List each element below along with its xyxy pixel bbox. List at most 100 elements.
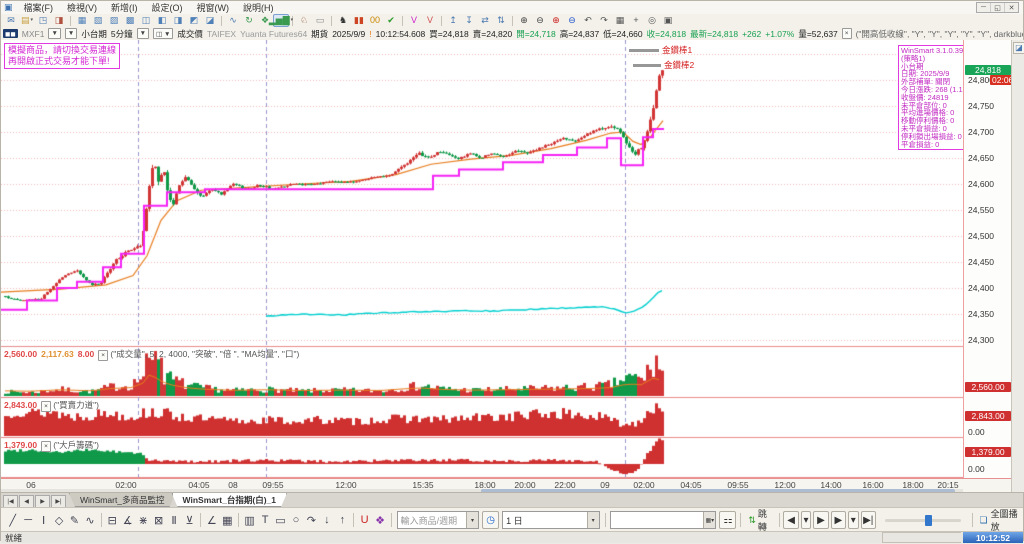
vertical-line-tool-icon[interactable]: Ⅰ [36, 511, 51, 529]
pause-bars-icon[interactable]: ▮▮ [351, 14, 367, 27]
link-indicator-icon[interactable]: ∿ [225, 14, 241, 27]
window-layout-icon-8[interactable]: ◩ [186, 14, 202, 27]
infobar-dropdown-25[interactable]: × [842, 28, 852, 39]
palette-tool-icon[interactable]: ❖ [372, 511, 387, 529]
zoom-in-icon[interactable]: ⊕ [516, 14, 532, 27]
replay-speed-slider[interactable] [885, 519, 961, 522]
message-icon[interactable]: ✉ [3, 14, 19, 27]
export-icon[interactable]: ◨ [51, 14, 67, 27]
menu-item-1[interactable]: 檔案(F) [17, 1, 61, 14]
save-icon[interactable]: ◳ [35, 14, 51, 27]
power-close-button[interactable]: × [41, 401, 51, 412]
symbol-dropdown-arrow[interactable]: ▾ [466, 512, 478, 528]
infobar-dropdown-3[interactable]: ▼ [65, 28, 77, 39]
trend-angle-tool-icon[interactable]: ∠ [204, 511, 219, 529]
check-icon[interactable]: ✔ [383, 14, 399, 27]
grid-icon[interactable]: ▦ [612, 14, 628, 27]
side-panel-button[interactable]: ◪ [1013, 42, 1024, 54]
target-icon[interactable]: ◎ [644, 14, 660, 27]
open-folder-icon[interactable]: ▤▾ [19, 14, 35, 27]
diamond-tool-icon[interactable]: ◇ [51, 511, 66, 529]
period-select[interactable]: 1 日▾ [502, 511, 599, 529]
full-chart-replay-button[interactable]: ❏全圖播放 [979, 507, 1019, 533]
frame-icon[interactable]: ▣ [660, 14, 676, 27]
v-marker-icon-1[interactable]: V [406, 14, 422, 27]
gann-tool-icon[interactable]: ⊻ [182, 511, 197, 529]
window-control-1[interactable]: ─ [977, 3, 990, 12]
redo-icon[interactable]: ↷ [596, 14, 612, 27]
playback-button-3[interactable]: ▶ [813, 511, 828, 529]
price-chart-canvas[interactable] [1, 40, 963, 478]
window-layout-icon-5[interactable]: ◫ [138, 14, 154, 27]
workspace-tab-1[interactable]: WinSmart_多商品監控 [69, 493, 176, 507]
window-layout-icon-7[interactable]: ◨ [170, 14, 186, 27]
volume-close-button[interactable]: × [98, 350, 108, 361]
arrow-up-icon[interactable]: ↥ [445, 14, 461, 27]
window-layout-icon-1[interactable]: ▦ [74, 14, 90, 27]
search-input[interactable]: ▦▾ [610, 511, 716, 529]
infobar-text-10: Yuanta Futures64 [240, 29, 307, 39]
arrow-down-icon[interactable]: ↧ [461, 14, 477, 27]
arrow-up-tool-icon[interactable]: ↑ [335, 511, 350, 529]
zero-zero-label[interactable]: 00 [367, 14, 383, 27]
workspace-tab-2[interactable]: WinSmart_台指期(白)_1 [172, 493, 287, 507]
menu-item-4[interactable]: 設定(O) [145, 1, 190, 14]
window-layout-icon-9[interactable]: ◪ [202, 14, 218, 27]
clock-button[interactable]: ◷ [482, 511, 499, 529]
angle-tool-icon[interactable]: ∡ [120, 511, 135, 529]
window-layout-icon-6[interactable]: ◧ [154, 14, 170, 27]
swap-vertical-icon[interactable]: ⇅ [493, 14, 509, 27]
menu-item-5[interactable]: 視窗(W) [190, 1, 237, 14]
window-layout-icon-2[interactable]: ▧ [90, 14, 106, 27]
knight-icon[interactable]: ♞ [335, 14, 351, 27]
playback-button-2[interactable]: ▾ [801, 511, 811, 529]
menu-item-6[interactable]: 說明(H) [236, 1, 281, 14]
infobar-dropdown-7[interactable]: ◫ ▼ [153, 28, 173, 39]
playback-button-4[interactable]: ▶ [831, 511, 846, 529]
window-control-3[interactable]: ✕ [1004, 3, 1018, 12]
refresh-icon[interactable]: ↻ [241, 14, 257, 27]
big-close-button[interactable]: × [41, 441, 51, 452]
grid-tool-icon[interactable]: ▦ [220, 511, 235, 529]
image-tool-icon[interactable]: ▥ [242, 511, 257, 529]
text-tool-icon[interactable]: T [257, 511, 272, 529]
plus-circle-icon[interactable]: ⊕ [548, 14, 564, 27]
trend-line-tool-icon[interactable]: ╱ [5, 511, 20, 529]
note-icon[interactable]: ▭ [312, 14, 328, 27]
arrow-down-tool-icon[interactable]: ↓ [319, 511, 334, 529]
search-extra-button[interactable]: ⚏ [719, 511, 736, 529]
infobar-dropdown-2[interactable]: ▼ [48, 28, 60, 39]
horizontal-line-tool-icon[interactable]: ─ [20, 511, 35, 529]
slider-thumb[interactable] [925, 515, 932, 526]
playback-button-6[interactable]: ▶| [861, 511, 876, 529]
search-dropdown[interactable]: ▦▾ [703, 512, 715, 528]
swap-horizontal-icon[interactable]: ⇄ [477, 14, 493, 27]
playback-button-5[interactable]: ▾ [848, 511, 858, 529]
wave-tool-icon[interactable]: ∿ [82, 511, 97, 529]
horse-icon[interactable]: ♘ [296, 14, 312, 27]
playback-button-1[interactable]: ◀ [783, 511, 798, 529]
minus-circle-icon[interactable]: ⊖ [564, 14, 580, 27]
delete-drawing-tool-icon[interactable]: ⊠ [151, 511, 166, 529]
fibonacci-tool-icon[interactable]: ⋇ [135, 511, 150, 529]
arc-tool-icon[interactable]: ↷ [304, 511, 319, 529]
crosshair-icon[interactable]: + [628, 14, 644, 27]
window-layout-icon-4[interactable]: ▩ [122, 14, 138, 27]
undo-icon[interactable]: ↶ [580, 14, 596, 27]
rectangle-tool-icon[interactable]: ▭ [273, 511, 288, 529]
ellipse-tool-icon[interactable]: ○ [288, 511, 303, 529]
parallel-lines-tool-icon[interactable]: Ⅱ [166, 511, 181, 529]
menu-item-3[interactable]: 新增(I) [104, 1, 145, 14]
pencil-tool-icon[interactable]: ✎ [67, 511, 82, 529]
infobar-dropdown-6[interactable]: ▼ [137, 28, 149, 39]
v-marker-icon-2[interactable]: V [422, 14, 438, 27]
symbol-period-input[interactable]: 輸入商品/週期▾ [397, 511, 479, 529]
zoom-out-icon[interactable]: ⊖ [532, 14, 548, 27]
window-layout-icon-3[interactable]: ▨ [106, 14, 122, 27]
indicator-chart-icon[interactable]: ▂▅▇▾ [273, 14, 289, 27]
channel-tool-icon[interactable]: ⊟ [105, 511, 120, 529]
jump-button[interactable]: ⇅跳轉 [748, 507, 771, 533]
window-control-2[interactable]: ◱ [990, 3, 1004, 12]
magnet-tool-icon[interactable]: U [357, 511, 372, 529]
menu-item-2[interactable]: 檢視(V) [60, 1, 104, 14]
